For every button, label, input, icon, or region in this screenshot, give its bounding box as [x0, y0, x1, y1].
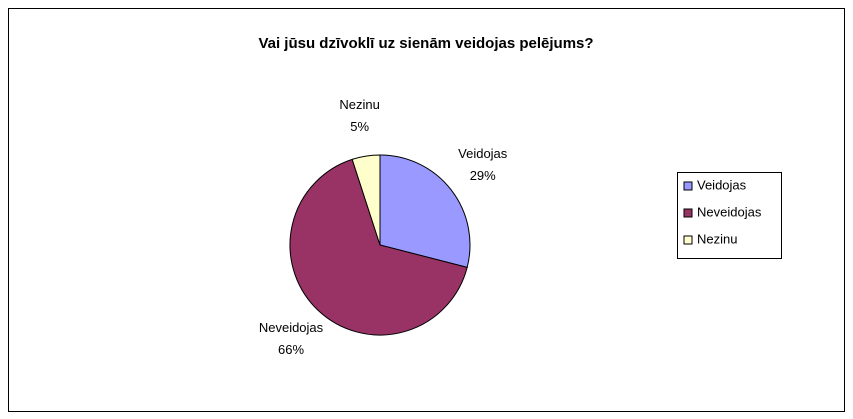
- legend-label: Veidojas: [697, 177, 747, 192]
- legend-label: Nezinu: [697, 231, 737, 246]
- slice-value-label: 66%: [278, 342, 304, 357]
- slice-label: Veidojas: [458, 146, 508, 161]
- chart-title: Vai jūsu dzīvoklī uz sienām veidojas pel…: [258, 35, 593, 52]
- pie-slice: [379, 154, 471, 268]
- slice-value-label: 29%: [470, 168, 496, 183]
- legend-swatch: [683, 208, 693, 218]
- legend-swatch: [683, 181, 693, 191]
- slice-label: Nezinu: [339, 97, 379, 112]
- pie-slice: [351, 154, 381, 246]
- legend-label: Neveidojas: [697, 204, 762, 219]
- slice-value-label: 5%: [350, 119, 369, 134]
- legend-box: [677, 172, 782, 259]
- pie-slice: [289, 158, 468, 336]
- slice-label: Neveidojas: [259, 320, 324, 335]
- legend-swatch: [683, 235, 693, 245]
